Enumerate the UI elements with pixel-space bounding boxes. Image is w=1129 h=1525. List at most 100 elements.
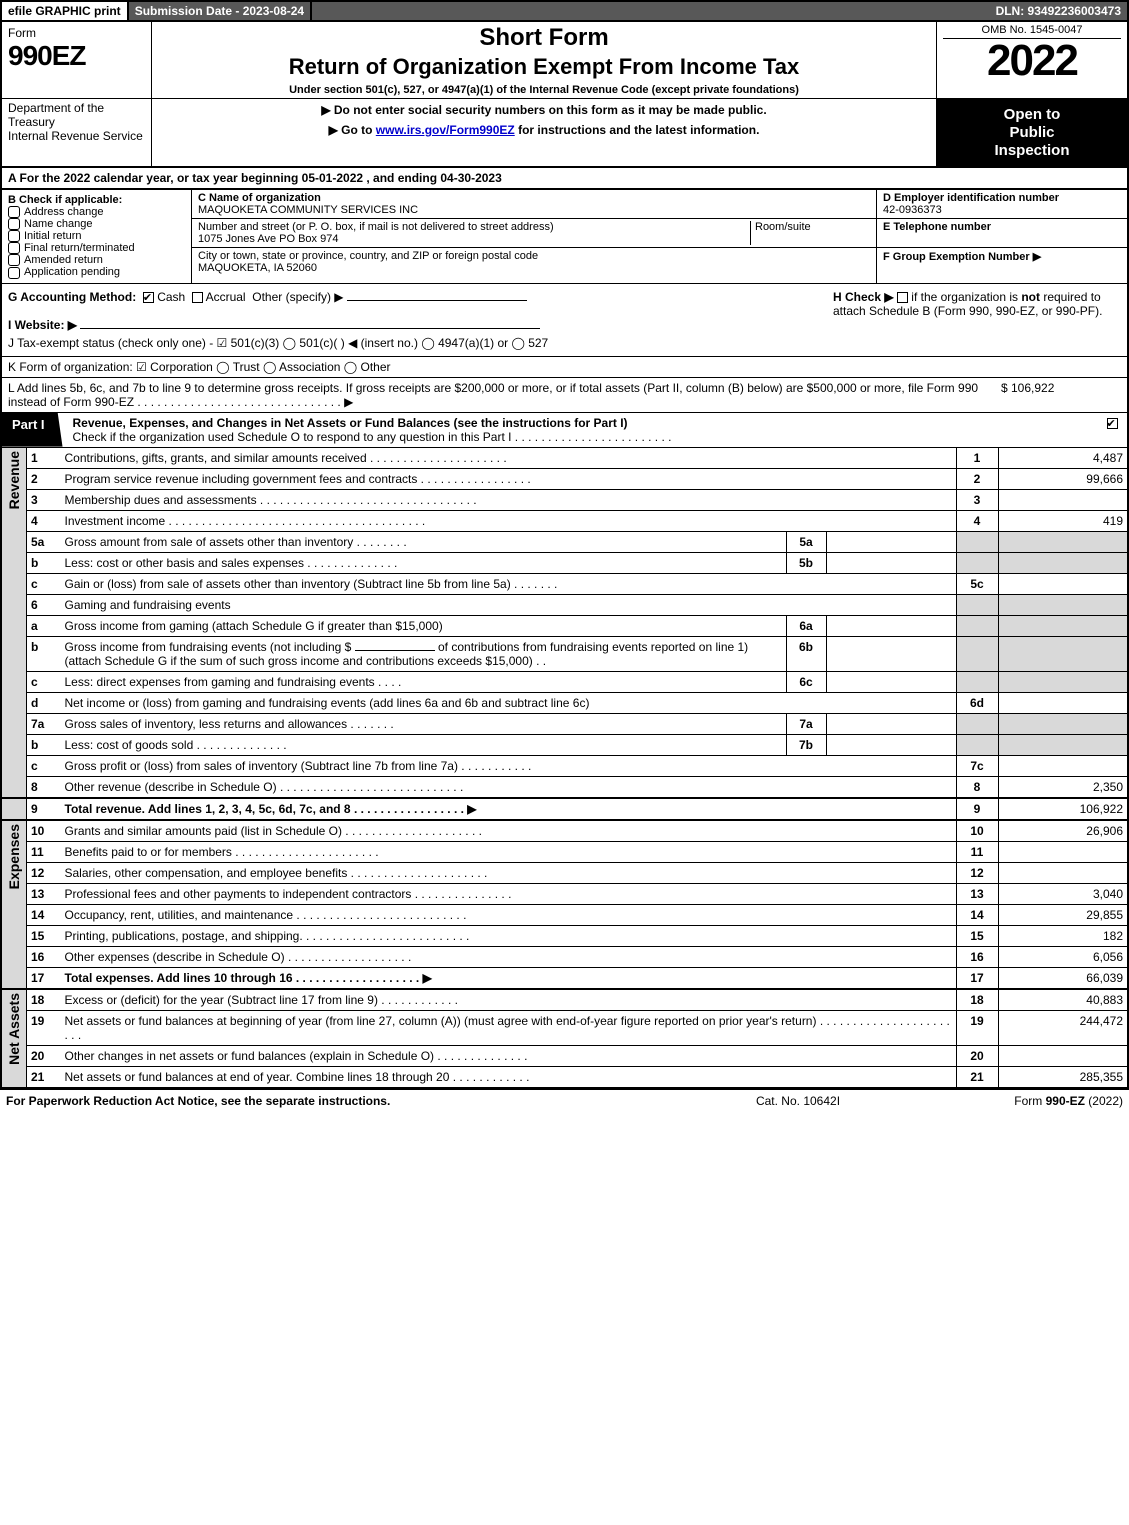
checkbox-cash[interactable] [143, 292, 154, 303]
line-desc: Gross sales of inventory, less returns a… [61, 713, 787, 734]
line-num: 2 [27, 468, 61, 489]
b-opt: Name change [8, 218, 185, 230]
open-line2: Public [941, 124, 1123, 141]
footer-notice: For Paperwork Reduction Act Notice, see … [6, 1094, 673, 1108]
checkbox-icon[interactable] [8, 254, 20, 266]
subline-val [826, 734, 956, 755]
line-val: 4,487 [998, 448, 1128, 469]
checkbox-icon[interactable] [8, 230, 20, 242]
line-desc: Gross income from gaming (attach Schedul… [61, 615, 787, 636]
line-a: A For the 2022 calendar year, or tax yea… [0, 168, 1129, 189]
part-title: Revenue, Expenses, and Changes in Net As… [69, 413, 1097, 447]
b-opt-label: Address change [24, 206, 104, 218]
checkbox-icon[interactable] [8, 206, 20, 218]
checkbox-icon[interactable] [8, 242, 20, 254]
goto-pre: ▶ Go to [329, 123, 376, 137]
line-desc: Less: direct expenses from gaming and fu… [61, 671, 787, 692]
line-num: b [27, 552, 61, 573]
grey-cell [998, 636, 1128, 671]
i-website-label: I Website: ▶ [8, 318, 77, 332]
part1-header: Part I Revenue, Expenses, and Changes in… [0, 413, 1129, 448]
website-line[interactable] [80, 328, 540, 329]
top-bar: efile GRAPHIC print Submission Date - 20… [0, 0, 1129, 22]
subline-val [826, 713, 956, 734]
line-num: 17 [27, 967, 61, 989]
b-opt: Final return/terminated [8, 242, 185, 254]
line9-bold: Total revenue. Add lines 1, 2, 3, 4, 5c,… [65, 802, 477, 816]
line-desc: Salaries, other compensation, and employ… [61, 862, 957, 883]
line-val: 285,355 [998, 1066, 1128, 1088]
schedule-o-checkbox[interactable] [1107, 418, 1118, 429]
g-label: G Accounting Method: [8, 290, 136, 304]
l-text: L Add lines 5b, 6c, and 7b to line 9 to … [8, 381, 1001, 409]
part1-table: Revenue 1 Contributions, gifts, grants, … [0, 448, 1129, 1089]
year-block: OMB No. 1545-0047 2022 [937, 22, 1127, 98]
line-val [998, 862, 1128, 883]
section-bcd: B Check if applicable: Address change Na… [0, 189, 1129, 284]
line-desc: Less: cost of goods sold . . . . . . . .… [61, 734, 787, 755]
line-desc: Benefits paid to or for members . . . . … [61, 841, 957, 862]
subline-box: 5b [786, 552, 826, 573]
blank-line[interactable] [355, 650, 435, 651]
part-check-col [1097, 413, 1127, 447]
line-val [998, 841, 1128, 862]
other-specify-line[interactable] [347, 300, 527, 301]
line-desc: Other expenses (describe in Schedule O) … [61, 946, 957, 967]
other-label: Other (specify) ▶ [252, 290, 343, 304]
efile-print-label[interactable]: efile GRAPHIC print [2, 2, 129, 20]
checkbox-icon[interactable] [8, 218, 20, 230]
grey-cell [956, 713, 998, 734]
irs-link[interactable]: www.irs.gov/Form990EZ [376, 123, 515, 137]
l-value: $ 106,922 [1001, 381, 1121, 409]
h-label: H Check ▶ [833, 290, 894, 304]
h-text: if the organization is [911, 290, 1021, 304]
footer-catno: Cat. No. 10642I [673, 1094, 923, 1108]
c-name-label: C Name of organization [198, 192, 870, 204]
row-l: L Add lines 5b, 6c, and 7b to line 9 to … [0, 378, 1129, 413]
h-not: not [1021, 290, 1040, 304]
line-val: 6,056 [998, 946, 1128, 967]
line-val: 106,922 [998, 798, 1128, 820]
b-opt: Initial return [8, 230, 185, 242]
line-num: d [27, 692, 61, 713]
line-desc: Less: cost or other basis and sales expe… [61, 552, 787, 573]
line-desc: Other revenue (describe in Schedule O) .… [61, 776, 957, 798]
grey-cell [956, 636, 998, 671]
part-label: Part I [2, 413, 63, 447]
org-name: MAQUOKETA COMMUNITY SERVICES INC [198, 204, 870, 216]
line-desc: Program service revenue including govern… [61, 468, 957, 489]
line-box: 16 [956, 946, 998, 967]
line-val [998, 573, 1128, 594]
line-desc: Gaming and fundraising events [61, 594, 957, 615]
checkbox-accrual[interactable] [192, 292, 203, 303]
grey-cell [956, 552, 998, 573]
subline-box: 7a [786, 713, 826, 734]
line-box: 10 [956, 820, 998, 842]
line-desc: Contributions, gifts, grants, and simila… [61, 448, 957, 469]
header-row-1: Form 990EZ Short Form Return of Organiza… [0, 22, 1129, 98]
b-opt-label: Final return/terminated [24, 242, 135, 254]
line-num: 9 [27, 798, 61, 820]
form-label: Form [8, 26, 145, 40]
b-opt: Address change [8, 206, 185, 218]
line-box: 11 [956, 841, 998, 862]
checkbox-h[interactable] [897, 292, 908, 303]
subline-box: 5a [786, 531, 826, 552]
grey-cell [998, 734, 1128, 755]
line-num: 13 [27, 883, 61, 904]
line-num: 11 [27, 841, 61, 862]
line-box: 21 [956, 1066, 998, 1088]
checkbox-icon[interactable] [8, 267, 20, 279]
line-val: 26,906 [998, 820, 1128, 842]
line-num: 18 [27, 989, 61, 1011]
line-desc: Gross amount from sale of assets other t… [61, 531, 787, 552]
line-desc: Other changes in net assets or fund bala… [61, 1045, 957, 1066]
subline-box: 6c [786, 671, 826, 692]
page-footer: For Paperwork Reduction Act Notice, see … [0, 1089, 1129, 1112]
line-num: 5a [27, 531, 61, 552]
line-box: 15 [956, 925, 998, 946]
line-desc: Gain or (loss) from sale of assets other… [61, 573, 957, 594]
revenue-sidelabel: Revenue [1, 448, 27, 798]
line-desc: Occupancy, rent, utilities, and maintena… [61, 904, 957, 925]
b-opt-label: Application pending [24, 266, 120, 278]
